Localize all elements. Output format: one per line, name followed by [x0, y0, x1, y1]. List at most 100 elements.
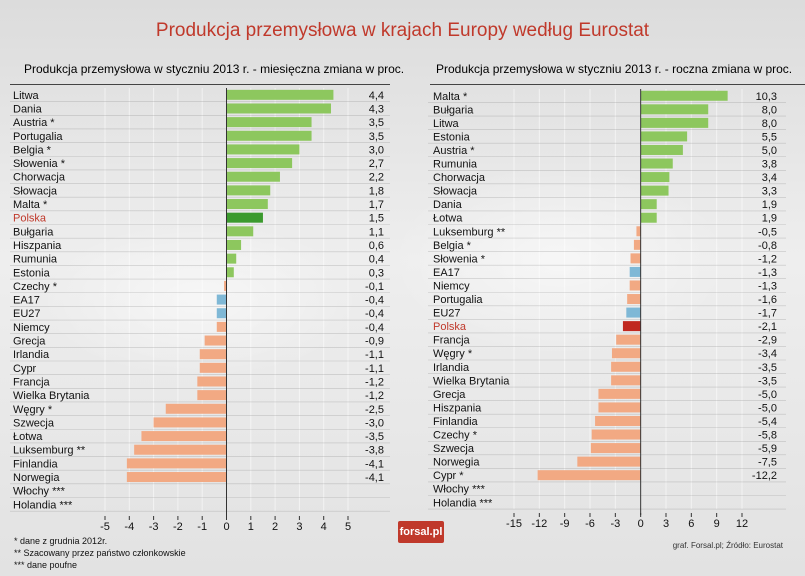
- value-label: -1,7: [758, 308, 777, 320]
- value-label: 1,1: [369, 226, 384, 238]
- value-label: -3,5: [365, 431, 384, 443]
- value-label: 5,5: [762, 131, 777, 143]
- value-label: 4,4: [369, 90, 384, 102]
- category-label: Czechy *: [13, 281, 58, 293]
- category-label: Słowenia *: [13, 158, 66, 170]
- category-label: Łotwa: [433, 213, 463, 225]
- category-label: Luksemburg **: [13, 445, 86, 457]
- category-label: EA17: [13, 295, 40, 307]
- value-label: -5,8: [758, 430, 777, 442]
- bar-portugalia: [226, 130, 312, 141]
- value-label: -1,1: [365, 349, 384, 361]
- value-label: 1,7: [369, 199, 384, 211]
- value-label: -2,9: [758, 335, 777, 347]
- category-label: Węgry *: [13, 404, 53, 416]
- x-tick-label: -6: [585, 518, 595, 530]
- value-label: -5,9: [758, 443, 777, 455]
- category-label: Holandia ***: [13, 499, 73, 511]
- category-label: Finlandia: [433, 416, 479, 428]
- category-label: Irlandia: [433, 362, 470, 374]
- category-label: Austria *: [433, 145, 475, 157]
- category-label: Cypr: [13, 363, 37, 375]
- bar-szwecja: [590, 443, 641, 454]
- category-label: Francja: [433, 335, 471, 347]
- bar-słowenia: [226, 158, 293, 169]
- bar-estonia: [226, 267, 234, 278]
- category-label: Polska: [433, 321, 467, 333]
- bar-norwegia: [126, 472, 227, 483]
- x-tick-label: -12: [531, 518, 547, 530]
- bar-słowacja: [226, 185, 271, 196]
- value-label: -1,1: [365, 363, 384, 375]
- value-label: 5,0: [762, 145, 777, 157]
- value-label: 3,8: [762, 159, 777, 171]
- bar-ea17: [629, 266, 641, 277]
- bar-węgry: [165, 403, 227, 414]
- bar-rumunia: [640, 158, 673, 169]
- category-label: Szwecja: [433, 443, 475, 455]
- value-label: -3,8: [365, 445, 384, 457]
- value-label: -0,4: [365, 295, 384, 307]
- category-label: Malta *: [13, 199, 48, 211]
- x-tick-label: 3: [663, 518, 669, 530]
- value-label: -7,5: [758, 457, 777, 469]
- category-label: Bułgaria: [433, 104, 474, 116]
- x-tick-label: 4: [321, 521, 327, 533]
- annual-chart-title: Produkcja przemysłowa w styczniu 2013 r.…: [436, 62, 793, 76]
- bar-dania: [640, 199, 657, 210]
- value-label: -3,0: [365, 417, 384, 429]
- bar-hiszpania: [598, 402, 641, 413]
- x-tick-label: 12: [736, 518, 748, 530]
- category-label: Węgry *: [433, 348, 473, 360]
- category-label: EU27: [13, 308, 41, 320]
- bar-węgry: [611, 348, 641, 359]
- bar-irlandia: [199, 349, 227, 360]
- bar-czechy: [224, 280, 227, 291]
- value-label: 2,7: [369, 158, 384, 170]
- value-label: 3,5: [369, 117, 384, 129]
- bar-litwa: [640, 117, 709, 128]
- value-label: 3,0: [369, 144, 384, 156]
- bar-chorwacja: [226, 171, 280, 182]
- category-label: Wielka Brytania: [433, 375, 510, 387]
- x-tick-label: 3: [296, 521, 302, 533]
- category-label: Grecja: [13, 336, 46, 348]
- category-label: Dania: [433, 199, 463, 211]
- value-label: -0,9: [365, 336, 384, 348]
- category-label: Finlandia: [13, 458, 59, 470]
- forsal-logo[interactable]: forsal.pl: [398, 521, 444, 543]
- value-label: -1,2: [758, 253, 777, 265]
- annual-title-rule: [430, 84, 805, 85]
- value-label: 1,8: [369, 185, 384, 197]
- bar-grecja: [598, 388, 641, 399]
- value-label: -1,3: [758, 280, 777, 292]
- bar-chorwacja: [640, 172, 670, 183]
- bar-niemcy: [216, 321, 227, 332]
- source-credit: graf. Forsal.pl; Źródło: Eurostat: [672, 541, 783, 550]
- category-label: Belgia *: [433, 240, 472, 252]
- value-label: -3,5: [758, 375, 777, 387]
- value-label: 1,9: [762, 199, 777, 211]
- value-label: 0,4: [369, 254, 384, 266]
- bar-finlandia: [595, 415, 641, 426]
- bar-finlandia: [126, 458, 227, 469]
- category-label: Niemcy: [13, 322, 50, 334]
- value-label: -0,1: [365, 281, 384, 293]
- category-label: Irlandia: [13, 349, 50, 361]
- category-label: Litwa: [13, 90, 40, 102]
- category-label: Wielka Brytania: [13, 390, 90, 402]
- value-label: 2,2: [369, 172, 384, 184]
- category-label: Rumunia: [13, 254, 58, 266]
- footnote: * dane z grudnia 2012r.: [14, 536, 108, 546]
- bar-wielka-brytania: [611, 375, 641, 386]
- x-tick-label: -4: [124, 521, 134, 533]
- bar-eu27: [626, 307, 641, 318]
- bar-belgia: [633, 239, 641, 250]
- category-label: Norwegia: [13, 472, 60, 484]
- x-tick-label: 9: [714, 518, 720, 530]
- category-label: Hiszpania: [433, 402, 482, 414]
- value-label: -1,2: [365, 390, 384, 402]
- bar-ea17: [216, 294, 227, 305]
- x-tick-label: -3: [149, 521, 159, 533]
